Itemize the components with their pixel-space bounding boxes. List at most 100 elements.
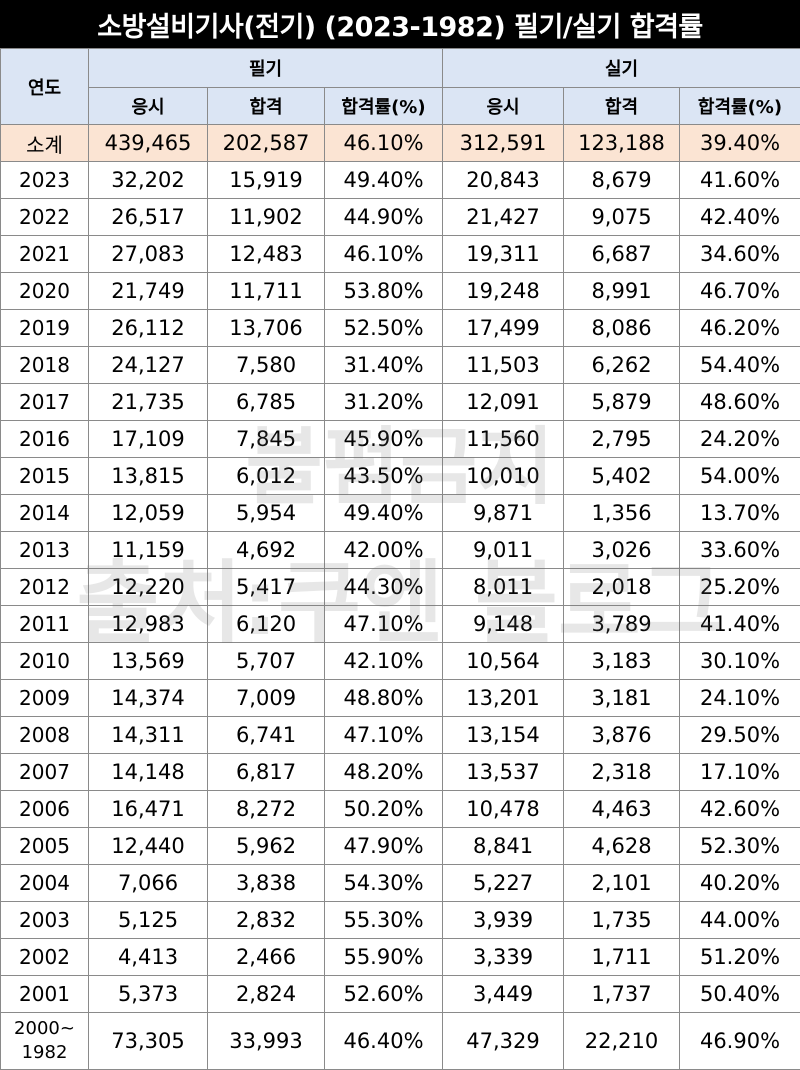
year-cell: 2013 (1, 532, 89, 569)
practical-applicants-cell: 11,560 (443, 421, 564, 458)
written-passed-cell: 2,824 (208, 976, 325, 1013)
written-rate-cell: 43.50% (325, 458, 443, 495)
written-applicants-cell: 7,066 (89, 865, 208, 902)
written-rate-cell: 46.10% (325, 125, 443, 162)
practical-applicants-cell: 5,227 (443, 865, 564, 902)
practical-rate-cell: 46.20% (680, 310, 800, 347)
header-practical-applicants: 응시 (443, 88, 564, 125)
page-title: 소방설비기사(전기) (2023-1982) 필기/실기 합격률 (0, 0, 800, 48)
practical-applicants-cell: 13,154 (443, 717, 564, 754)
written-passed-cell: 7,009 (208, 680, 325, 717)
practical-passed-cell: 22,210 (564, 1013, 680, 1070)
year-cell: 2005 (1, 828, 89, 865)
year-cell: 2000~1982 (1, 1013, 89, 1070)
practical-rate-cell: 50.40% (680, 976, 800, 1013)
written-applicants-cell: 12,059 (89, 495, 208, 532)
header-written-passed: 합격 (208, 88, 325, 125)
written-applicants-cell: 4,413 (89, 939, 208, 976)
written-applicants-cell: 12,440 (89, 828, 208, 865)
written-rate-cell: 48.20% (325, 754, 443, 791)
practical-passed-cell: 3,183 (564, 643, 680, 680)
practical-passed-cell: 3,181 (564, 680, 680, 717)
written-applicants-cell: 14,148 (89, 754, 208, 791)
header-row-columns: 응시 합격 합격률(%) 응시 합격 합격률(%) (1, 88, 800, 125)
practical-rate-cell: 40.20% (680, 865, 800, 902)
written-applicants-cell: 13,815 (89, 458, 208, 495)
year-cell: 소계 (1, 125, 89, 162)
written-passed-cell: 6,817 (208, 754, 325, 791)
written-applicants-cell: 12,220 (89, 569, 208, 606)
practical-applicants-cell: 11,503 (443, 347, 564, 384)
written-applicants-cell: 14,374 (89, 680, 208, 717)
year-cell: 2021 (1, 236, 89, 273)
practical-rate-cell: 46.90% (680, 1013, 800, 1070)
written-applicants-cell: 27,083 (89, 236, 208, 273)
practical-passed-cell: 5,402 (564, 458, 680, 495)
written-applicants-cell: 5,373 (89, 976, 208, 1013)
written-rate-cell: 44.90% (325, 199, 443, 236)
practical-passed-cell: 6,687 (564, 236, 680, 273)
written-passed-cell: 5,417 (208, 569, 325, 606)
written-passed-cell: 33,993 (208, 1013, 325, 1070)
written-applicants-cell: 13,569 (89, 643, 208, 680)
practical-rate-cell: 13.70% (680, 495, 800, 532)
practical-rate-cell: 41.40% (680, 606, 800, 643)
year-cell: 2006 (1, 791, 89, 828)
practical-passed-cell: 4,628 (564, 828, 680, 865)
written-applicants-cell: 73,305 (89, 1013, 208, 1070)
written-rate-cell: 47.90% (325, 828, 443, 865)
practical-applicants-cell: 312,591 (443, 125, 564, 162)
practical-passed-cell: 8,991 (564, 273, 680, 310)
written-rate-cell: 50.20% (325, 791, 443, 828)
written-rate-cell: 45.90% (325, 421, 443, 458)
year-cell: 2003 (1, 902, 89, 939)
written-passed-cell: 2,466 (208, 939, 325, 976)
written-applicants-cell: 11,159 (89, 532, 208, 569)
written-passed-cell: 6,120 (208, 606, 325, 643)
practical-rate-cell: 41.60% (680, 162, 800, 199)
year-cell: 2011 (1, 606, 89, 643)
practical-rate-cell: 46.70% (680, 273, 800, 310)
written-passed-cell: 6,012 (208, 458, 325, 495)
practical-applicants-cell: 10,010 (443, 458, 564, 495)
written-applicants-cell: 26,517 (89, 199, 208, 236)
practical-passed-cell: 2,795 (564, 421, 680, 458)
header-written-rate: 합격률(%) (325, 88, 443, 125)
header-practical: 실기 (443, 49, 800, 88)
header-row-group: 연도 필기 실기 (1, 49, 800, 88)
written-applicants-cell: 26,112 (89, 310, 208, 347)
practical-passed-cell: 3,789 (564, 606, 680, 643)
header-practical-passed: 합격 (564, 88, 680, 125)
practical-rate-cell: 33.60% (680, 532, 800, 569)
written-rate-cell: 44.30% (325, 569, 443, 606)
practical-rate-cell: 25.20% (680, 569, 800, 606)
written-passed-cell: 13,706 (208, 310, 325, 347)
practical-rate-cell: 42.60% (680, 791, 800, 828)
practical-rate-cell: 34.60% (680, 236, 800, 273)
practical-passed-cell: 2,318 (564, 754, 680, 791)
written-passed-cell: 7,580 (208, 347, 325, 384)
written-rate-cell: 54.30% (325, 865, 443, 902)
written-passed-cell: 5,962 (208, 828, 325, 865)
year-cell: 2023 (1, 162, 89, 199)
header-practical-rate: 합격률(%) (680, 88, 800, 125)
written-passed-cell: 3,838 (208, 865, 325, 902)
year-cell: 2012 (1, 569, 89, 606)
written-rate-cell: 53.80% (325, 273, 443, 310)
practical-applicants-cell: 17,499 (443, 310, 564, 347)
written-rate-cell: 48.80% (325, 680, 443, 717)
practical-passed-cell: 1,737 (564, 976, 680, 1013)
written-rate-cell: 46.10% (325, 236, 443, 273)
written-applicants-cell: 21,749 (89, 273, 208, 310)
practical-rate-cell: 51.20% (680, 939, 800, 976)
practical-passed-cell: 1,711 (564, 939, 680, 976)
written-rate-cell: 42.00% (325, 532, 443, 569)
